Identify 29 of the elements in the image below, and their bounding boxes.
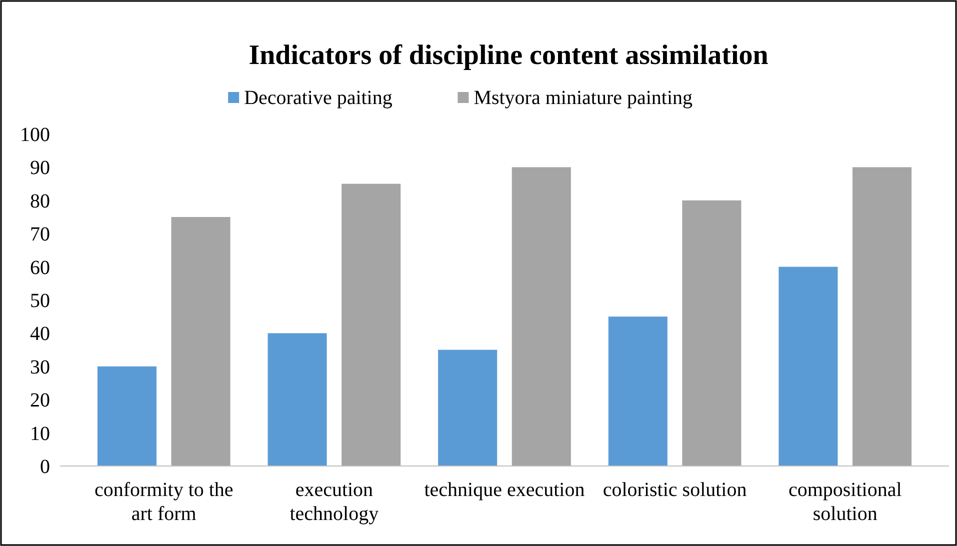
- y-tick-label: 60: [30, 256, 50, 279]
- bar: [852, 167, 912, 466]
- x-tick-label: coloristic solution: [602, 479, 747, 501]
- bar: [438, 350, 498, 466]
- bar: [778, 266, 838, 466]
- y-tick-label: 20: [30, 390, 50, 412]
- y-tick-label: 40: [30, 323, 50, 346]
- x-tick-label: technique execution: [424, 479, 585, 501]
- bar: [682, 200, 742, 466]
- bar: [342, 184, 401, 466]
- y-tick-label: 100: [20, 124, 50, 146]
- bar: [97, 366, 157, 466]
- y-tick-label: 10: [30, 422, 50, 445]
- y-tick-label: 30: [30, 356, 50, 378]
- legend-label: Mstyora miniature painting: [474, 87, 693, 109]
- y-tick-label: 70: [30, 224, 50, 246]
- y-tick-label: 80: [30, 190, 50, 212]
- bar: [268, 333, 327, 466]
- bar: [608, 316, 668, 466]
- bar: [171, 217, 230, 466]
- y-tick-label: 90: [30, 157, 50, 180]
- y-tick-label: 0: [40, 456, 50, 478]
- x-tick-label: compositional solution: [788, 479, 902, 525]
- legend-label: Decorative paiting: [244, 87, 392, 109]
- x-tick-label: conformity to the art form: [94, 479, 234, 525]
- x-tick-label: execution technology: [290, 479, 379, 525]
- chart-title: Indicators of discipline content assimilation: [248, 40, 769, 71]
- y-tick-label: 50: [30, 290, 50, 312]
- bar: [512, 167, 571, 466]
